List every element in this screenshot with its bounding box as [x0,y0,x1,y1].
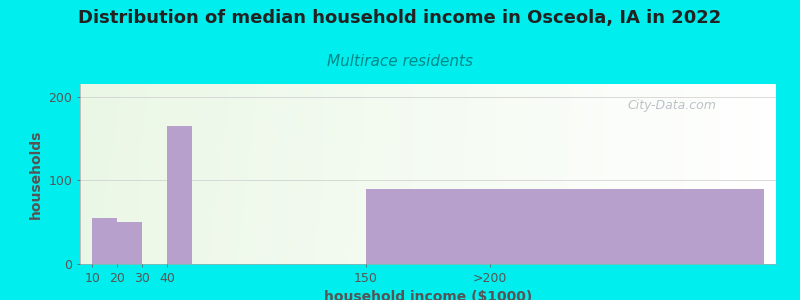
Text: Distribution of median household income in Osceola, IA in 2022: Distribution of median household income … [78,9,722,27]
Y-axis label: households: households [29,129,43,219]
Bar [93,218,118,264]
Text: Multirace residents: Multirace residents [327,54,473,69]
Bar [167,126,192,264]
X-axis label: household income ($1000): household income ($1000) [324,290,532,300]
Text: City-Data.com: City-Data.com [627,99,716,112]
Bar [366,189,763,264]
Bar [118,222,142,264]
